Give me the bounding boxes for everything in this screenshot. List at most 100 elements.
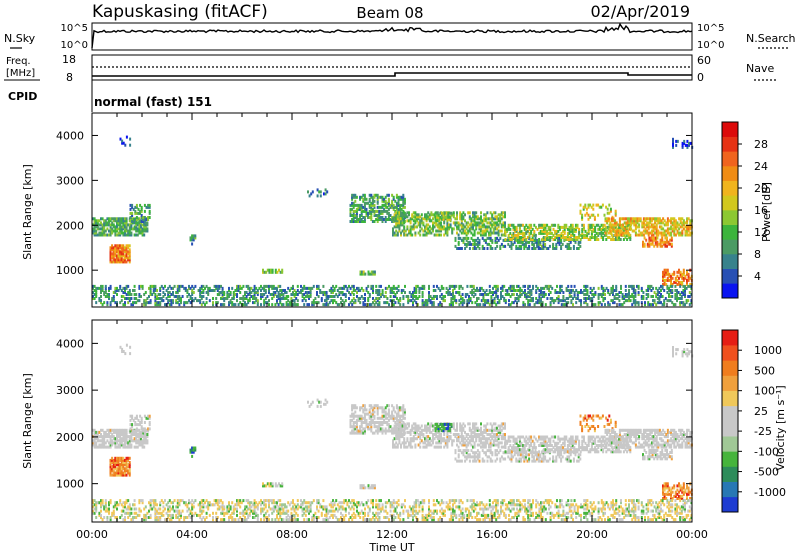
velocity-cell [114, 437, 117, 441]
power-cell [451, 229, 454, 233]
power-cell [252, 301, 254, 305]
power-cell [497, 231, 500, 235]
power-cell [468, 217, 471, 221]
power-cell [630, 223, 633, 227]
power-cell [640, 301, 643, 305]
power-cell [647, 289, 650, 292]
power-cell [100, 286, 102, 290]
power-cell [565, 297, 568, 300]
power-cell [665, 272, 668, 276]
power-cell [119, 219, 122, 223]
power-cell [125, 229, 128, 233]
power-cell [590, 231, 593, 235]
velocity-cell [271, 482, 274, 486]
power-cell [140, 229, 142, 233]
power-cell [557, 229, 560, 233]
velocity-cell [360, 431, 363, 435]
velocity-cell [425, 439, 428, 443]
power-cell [349, 293, 352, 296]
power-cell [229, 291, 232, 294]
power-cell [330, 291, 333, 294]
velocity-cell [112, 467, 115, 471]
power-cell [125, 260, 128, 264]
power-cell [437, 286, 440, 290]
power-cell [147, 205, 150, 209]
power-cell [184, 289, 187, 292]
power-cell [399, 203, 402, 207]
velocity-cell [123, 458, 126, 462]
power-cell [679, 303, 682, 307]
power-cell [670, 276, 672, 280]
power-cell [384, 203, 387, 207]
power-cell [183, 301, 186, 305]
power-cell [135, 223, 138, 227]
velocity-cell [316, 404, 319, 408]
velocity-cell [351, 412, 354, 416]
power-cell [468, 223, 471, 227]
power-cell [422, 229, 425, 233]
power-cell [104, 291, 107, 294]
velocity-cell [433, 424, 436, 428]
power-cell [309, 295, 312, 298]
power-cell [395, 193, 398, 197]
power-cell [472, 215, 474, 219]
power-cell [556, 291, 558, 294]
velocity-cell [375, 404, 378, 408]
power-cell [393, 225, 396, 229]
power-cell [532, 286, 534, 290]
power-cell [125, 250, 128, 254]
power-cell [253, 293, 256, 296]
power-cell [274, 291, 277, 294]
velocity-cell [398, 424, 401, 428]
power-cell [391, 291, 394, 294]
velocity-cell [375, 425, 378, 429]
power-cell [450, 301, 453, 305]
power-cell [122, 233, 125, 237]
power-cell [670, 278, 672, 282]
power-cell [378, 301, 381, 305]
power-cell [269, 293, 272, 296]
power-cell [128, 254, 131, 258]
power-cell [653, 299, 656, 303]
power-cell [111, 252, 114, 256]
power-cell [319, 194, 322, 198]
power-cell [576, 225, 579, 229]
power-cell [638, 225, 641, 229]
power-cell [189, 295, 192, 298]
power-cell [528, 240, 531, 244]
power-cell [408, 291, 411, 294]
velocity-cell [436, 445, 439, 449]
power-cell [119, 301, 122, 305]
power-cell [504, 301, 507, 305]
power-cell [437, 303, 440, 307]
power-cell [646, 225, 649, 229]
power-cell [108, 217, 110, 221]
power-cell [493, 284, 496, 288]
power-cell [647, 293, 650, 296]
power-cell [322, 284, 325, 288]
velocity-cell [148, 416, 151, 420]
power-cell [573, 238, 576, 241]
power-cell [397, 203, 400, 207]
power-cell [432, 284, 435, 288]
power-cell [432, 221, 434, 225]
power-cell [332, 301, 334, 305]
power-cell [606, 236, 609, 239]
power-cell [663, 219, 666, 223]
power-cell [673, 217, 676, 221]
power-cell [497, 225, 500, 229]
power-cell [480, 225, 482, 229]
power-cell [512, 227, 515, 231]
velocity-cell [307, 400, 309, 404]
power-cell [646, 229, 649, 233]
velocity-cell [109, 461, 112, 464]
power-cell [492, 211, 495, 215]
power-cell [469, 284, 472, 288]
power-cell [114, 260, 117, 264]
power-cell [624, 236, 627, 239]
power-cell [376, 199, 379, 203]
velocity-cell [384, 429, 387, 433]
power-cell [384, 199, 387, 203]
velocity-cell [352, 421, 355, 424]
power-cell [392, 284, 395, 288]
